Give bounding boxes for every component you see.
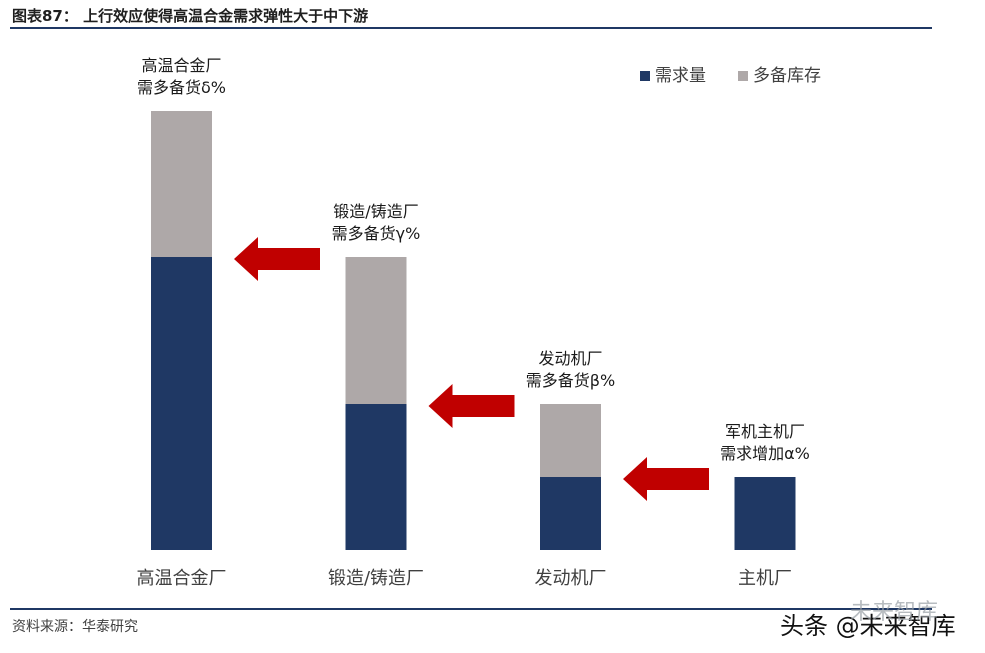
bar-demand-3 bbox=[734, 477, 796, 550]
chart-title: 图表87： 上行效应使得高温合金需求弹性大于中下游 bbox=[12, 7, 369, 25]
annotation-line1-1: 锻造/铸造厂 bbox=[333, 202, 418, 221]
category-label-3: 主机厂 bbox=[738, 568, 792, 589]
category-label-2: 发动机厂 bbox=[535, 568, 607, 589]
annotation-line1-2: 发动机厂 bbox=[538, 349, 602, 368]
annotation-line2-1: 需多备货γ% bbox=[332, 224, 421, 243]
legend-swatch-0 bbox=[640, 71, 650, 81]
footer-rule bbox=[10, 608, 932, 610]
annotation-line2-0: 需多备货δ% bbox=[137, 78, 226, 97]
legend-label-1: 多备库存 bbox=[753, 66, 821, 86]
watermark-text: 头条 @未来智库 bbox=[780, 612, 956, 640]
bar-inventory-2 bbox=[540, 404, 601, 477]
arrows-group bbox=[234, 237, 709, 501]
legend-label-0: 需求量 bbox=[655, 66, 706, 86]
arrow-2 bbox=[428, 384, 515, 428]
legend-swatch-1 bbox=[738, 71, 748, 81]
annotation-line1-3: 军机主机厂 bbox=[725, 422, 805, 441]
arrow-1 bbox=[234, 237, 320, 281]
labels-group: 高温合金厂高温合金厂需多备货δ%锻造/铸造厂锻造/铸造厂需多备货γ%发动机厂发动… bbox=[137, 56, 810, 589]
annotation-line2-2: 需多备货β% bbox=[526, 371, 615, 390]
title-rule bbox=[10, 27, 932, 29]
category-label-0: 高温合金厂 bbox=[137, 568, 227, 589]
arrow-3 bbox=[623, 457, 709, 501]
annotation-line2-3: 需求增加α% bbox=[720, 444, 810, 463]
watermark-faded: 未来智库 bbox=[850, 600, 939, 625]
legend: 需求量 多备库存 bbox=[640, 66, 821, 86]
source-note: 资料来源：华泰研究 bbox=[12, 619, 138, 635]
bar-demand-2 bbox=[540, 477, 601, 550]
annotation-line1-0: 高温合金厂 bbox=[141, 56, 221, 75]
bars-group bbox=[151, 111, 796, 550]
watermark: 未来智库 头条 @未来智库 bbox=[780, 600, 956, 641]
bar-inventory-1 bbox=[345, 257, 407, 404]
bar-inventory-0 bbox=[151, 111, 212, 257]
category-label-1: 锻造/铸造厂 bbox=[328, 568, 424, 589]
bar-demand-0 bbox=[151, 257, 212, 550]
bar-demand-1 bbox=[345, 404, 407, 550]
